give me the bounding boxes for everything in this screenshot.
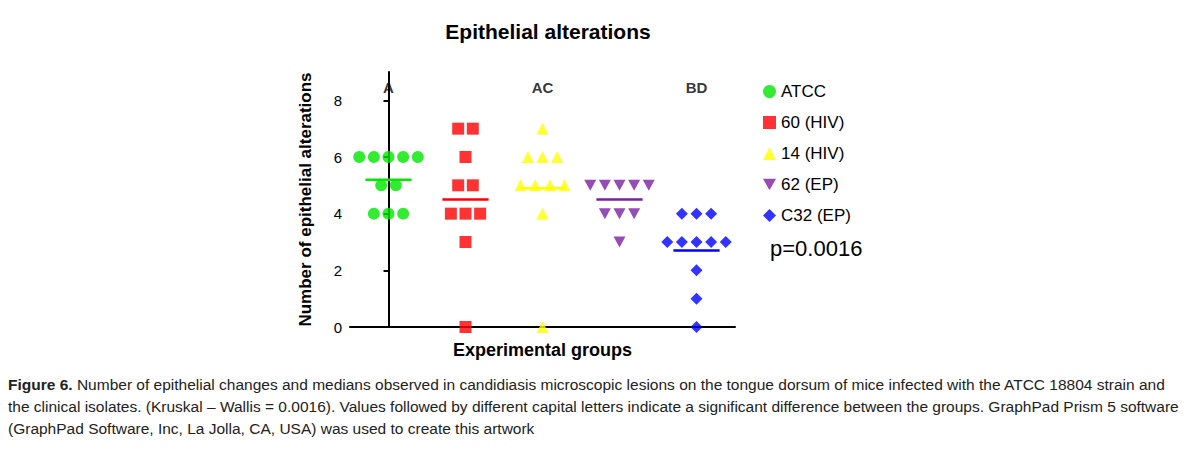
svg-text:0: 0	[334, 319, 342, 336]
svg-text:AC: AC	[532, 79, 554, 96]
svg-text:BD: BD	[686, 79, 708, 96]
svg-text:C32 (EP): C32 (EP)	[781, 206, 851, 225]
svg-text:Experimental groups: Experimental groups	[453, 340, 632, 360]
svg-text:60 (HIV): 60 (HIV)	[781, 113, 844, 132]
svg-text:4: 4	[334, 205, 342, 222]
svg-text:2: 2	[334, 262, 342, 279]
svg-text:ATCC: ATCC	[781, 82, 826, 101]
svg-text:14 (HIV): 14 (HIV)	[781, 144, 844, 163]
svg-text:Number of epithelial alteratio: Number of epithelial alterations	[296, 72, 315, 326]
svg-text:6: 6	[334, 149, 342, 166]
svg-text:p=0.0016: p=0.0016	[770, 236, 862, 261]
svg-text:62 (EP): 62 (EP)	[781, 175, 839, 194]
svg-text:8: 8	[334, 92, 342, 109]
svg-text:Epithelial alterations: Epithelial alterations	[445, 20, 650, 43]
html-text:Figure 6. Number of epithelial: Figure 6. Number of epithelial changes a…	[8, 376, 1179, 437]
svg-text:A: A	[383, 79, 394, 96]
